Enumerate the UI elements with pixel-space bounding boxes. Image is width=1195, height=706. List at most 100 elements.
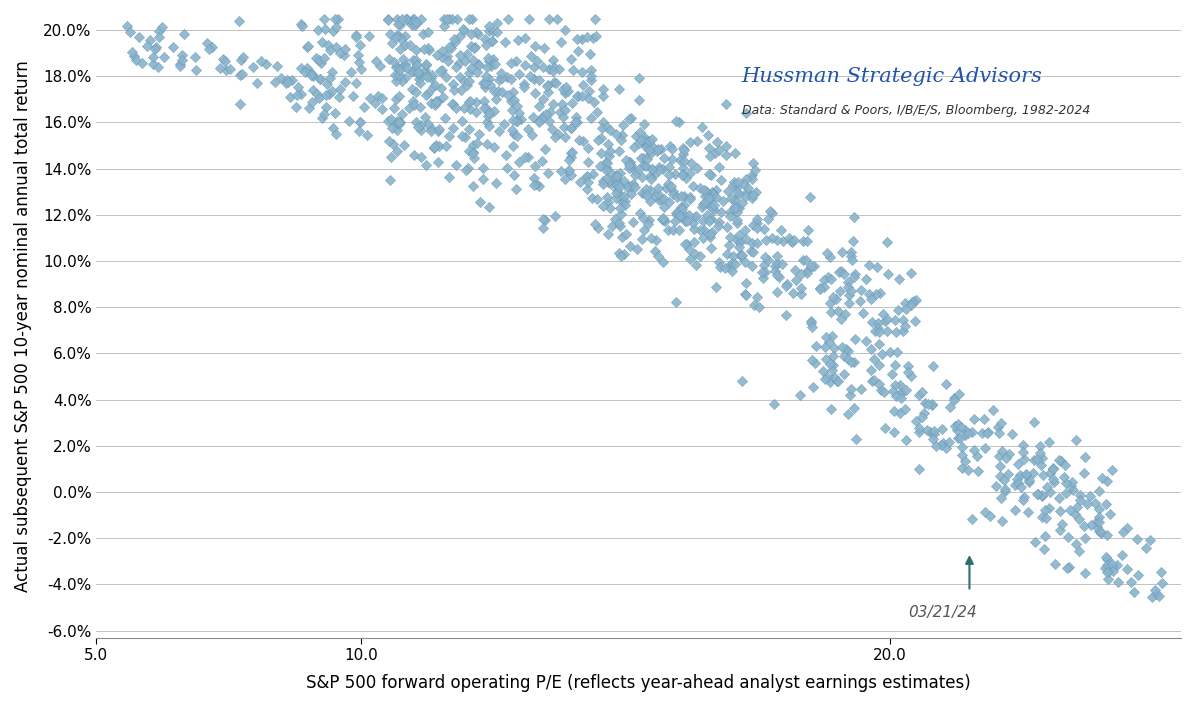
Point bbox=[326, 21, 345, 32]
Point bbox=[335, 49, 354, 60]
Point bbox=[691, 225, 710, 236]
Point bbox=[417, 71, 436, 83]
Point bbox=[737, 173, 756, 184]
Point bbox=[980, 510, 999, 522]
Point bbox=[727, 186, 746, 197]
Point bbox=[700, 213, 719, 224]
Point bbox=[437, 51, 456, 62]
Point bbox=[572, 66, 592, 77]
Point bbox=[833, 247, 852, 258]
Point bbox=[883, 369, 902, 380]
Point bbox=[615, 200, 635, 211]
Point bbox=[952, 462, 972, 474]
Point bbox=[710, 216, 729, 227]
Point bbox=[418, 119, 437, 130]
Point bbox=[215, 56, 234, 67]
Point bbox=[586, 218, 605, 229]
Point bbox=[742, 238, 761, 249]
Point bbox=[298, 62, 317, 73]
Point bbox=[820, 297, 839, 309]
Point bbox=[632, 152, 651, 164]
Point bbox=[950, 388, 969, 400]
Point bbox=[447, 159, 466, 170]
Point bbox=[452, 84, 471, 95]
Point bbox=[1140, 534, 1159, 545]
Point bbox=[231, 69, 250, 80]
Point bbox=[504, 140, 523, 152]
Point bbox=[467, 138, 486, 149]
Point bbox=[841, 383, 860, 395]
Point bbox=[619, 180, 638, 191]
Point bbox=[1059, 532, 1078, 543]
Point bbox=[1071, 489, 1090, 501]
Point bbox=[1025, 537, 1044, 548]
Point bbox=[562, 53, 581, 64]
Point bbox=[642, 164, 661, 175]
Point bbox=[890, 379, 909, 390]
Point bbox=[905, 296, 924, 307]
Point bbox=[975, 443, 994, 454]
Point bbox=[559, 86, 578, 97]
Point bbox=[743, 220, 762, 231]
Point bbox=[399, 102, 418, 114]
Point bbox=[924, 433, 943, 444]
Point bbox=[762, 232, 782, 244]
Point bbox=[247, 78, 266, 89]
Point bbox=[648, 145, 667, 157]
Point bbox=[1098, 530, 1117, 541]
Point bbox=[1024, 416, 1043, 427]
Point bbox=[678, 216, 697, 227]
Point bbox=[430, 140, 449, 151]
Point bbox=[479, 20, 498, 32]
Point bbox=[791, 268, 810, 280]
Point bbox=[422, 97, 441, 109]
Point bbox=[416, 64, 435, 76]
Point bbox=[387, 76, 406, 87]
Point bbox=[1145, 585, 1164, 596]
Point bbox=[397, 62, 416, 73]
Point bbox=[747, 218, 766, 229]
Point bbox=[700, 199, 719, 210]
Point bbox=[870, 359, 889, 371]
Point bbox=[742, 173, 761, 184]
Point bbox=[896, 320, 915, 331]
Point bbox=[885, 379, 905, 390]
Point bbox=[304, 71, 323, 82]
Point bbox=[456, 164, 476, 176]
Point bbox=[351, 116, 370, 128]
Point bbox=[644, 169, 663, 180]
Point bbox=[302, 68, 321, 80]
Point bbox=[1006, 504, 1025, 515]
Point bbox=[642, 174, 661, 185]
Point bbox=[693, 232, 712, 244]
Point bbox=[583, 168, 602, 179]
Point bbox=[462, 180, 482, 191]
Point bbox=[360, 30, 379, 41]
Point bbox=[673, 168, 692, 179]
Point bbox=[347, 30, 366, 41]
Point bbox=[509, 35, 528, 46]
Point bbox=[681, 136, 700, 148]
Point bbox=[1124, 586, 1144, 597]
Point bbox=[719, 186, 739, 197]
Point bbox=[620, 240, 639, 251]
Point bbox=[300, 102, 319, 114]
Point bbox=[556, 104, 575, 115]
Point bbox=[706, 282, 725, 293]
Point bbox=[717, 222, 736, 233]
Point bbox=[750, 301, 770, 312]
Point bbox=[831, 285, 850, 297]
Point bbox=[785, 265, 804, 276]
Point bbox=[421, 73, 440, 84]
Point bbox=[667, 208, 686, 219]
Point bbox=[1098, 567, 1117, 578]
Point bbox=[594, 201, 613, 212]
Point bbox=[427, 97, 446, 108]
Point bbox=[685, 224, 704, 235]
Point bbox=[460, 145, 479, 157]
Point bbox=[392, 13, 411, 24]
Point bbox=[975, 506, 994, 517]
Point bbox=[405, 150, 424, 161]
Point bbox=[554, 85, 574, 97]
Point bbox=[636, 136, 655, 148]
